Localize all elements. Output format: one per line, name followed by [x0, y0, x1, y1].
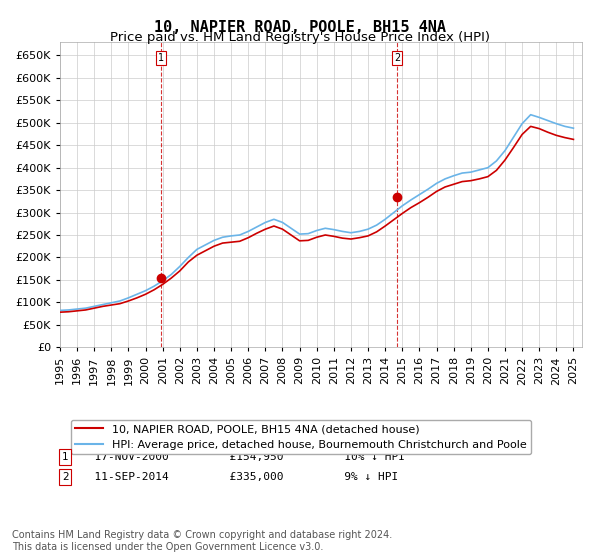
Text: 17-NOV-2000         £154,950         10% ↓ HPI: 17-NOV-2000 £154,950 10% ↓ HPI [81, 452, 405, 462]
Text: Contains HM Land Registry data © Crown copyright and database right 2024.
This d: Contains HM Land Registry data © Crown c… [12, 530, 392, 552]
Text: 2: 2 [394, 53, 400, 63]
Text: 1: 1 [158, 53, 164, 63]
Text: 1: 1 [62, 452, 68, 462]
Text: 10, NAPIER ROAD, POOLE, BH15 4NA: 10, NAPIER ROAD, POOLE, BH15 4NA [154, 20, 446, 35]
Legend: 10, NAPIER ROAD, POOLE, BH15 4NA (detached house), HPI: Average price, detached : 10, NAPIER ROAD, POOLE, BH15 4NA (detach… [71, 420, 531, 454]
Text: 11-SEP-2014         £335,000         9% ↓ HPI: 11-SEP-2014 £335,000 9% ↓ HPI [81, 472, 398, 482]
Text: Price paid vs. HM Land Registry's House Price Index (HPI): Price paid vs. HM Land Registry's House … [110, 31, 490, 44]
Text: 2: 2 [62, 472, 68, 482]
